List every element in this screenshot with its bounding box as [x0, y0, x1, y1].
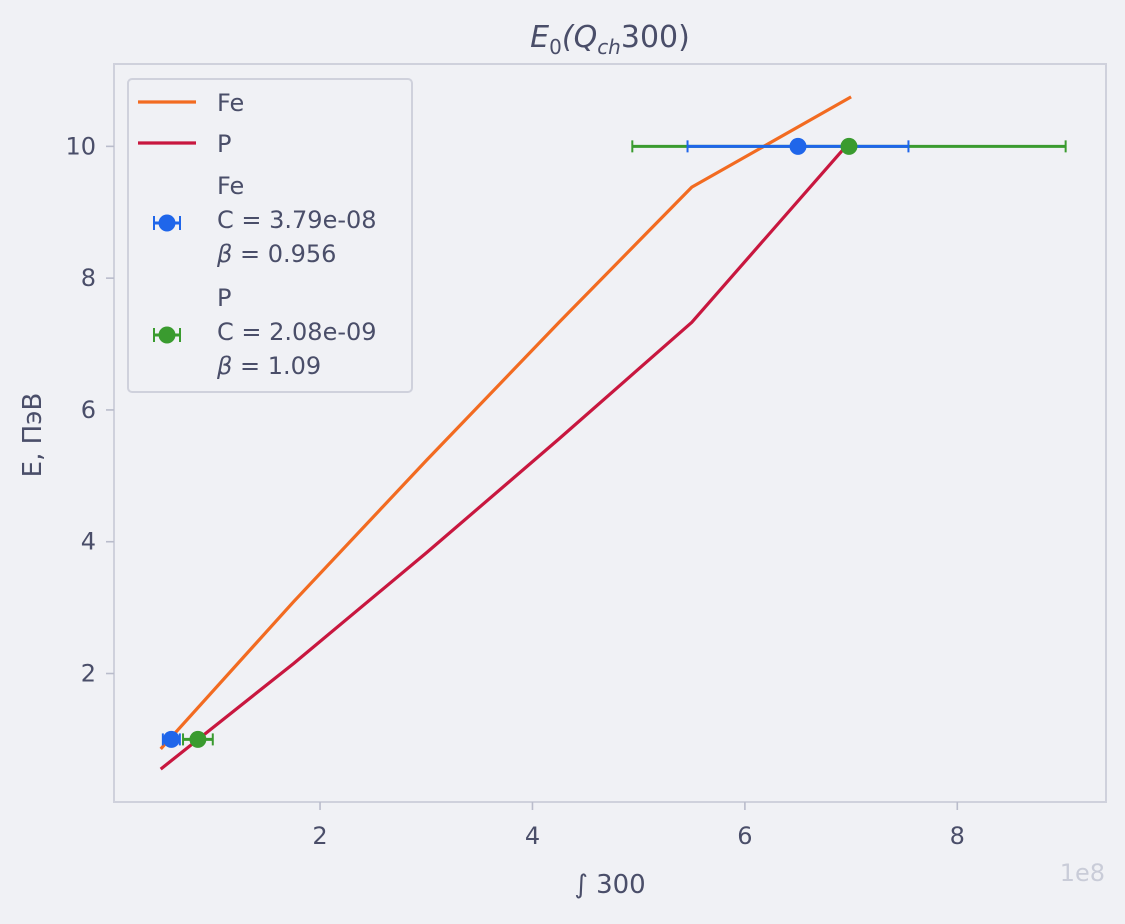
y-tick-label: 8: [81, 264, 96, 292]
x-offset-label: 1e8: [1060, 859, 1105, 887]
legend-marker-p: [158, 326, 176, 344]
legend-label-p: P: [217, 130, 231, 158]
y-tick-label: 6: [81, 396, 96, 424]
legend-marker-fe: [158, 214, 176, 232]
data-points: [161, 137, 1067, 748]
legend-point-label-fe: β = 0.956: [216, 240, 336, 268]
x-axis-ticks: 2 4 6 8: [312, 802, 965, 850]
x-tick-label: 8: [950, 822, 965, 850]
y-tick-label: 4: [81, 528, 96, 556]
fit-lines: [159, 95, 852, 771]
x-axis-label: ∫ 300: [574, 870, 645, 900]
legend-point-label-p: β = 1.09: [216, 352, 321, 380]
plot-frame: [113, 63, 1107, 803]
legend-point-label-p: P: [217, 284, 231, 312]
x-tick-label: 6: [737, 822, 752, 850]
x-tick-label: 4: [525, 822, 540, 850]
y-axis-ticks: 2 4 6 8 10: [65, 132, 114, 688]
y-axis-label: E, ПэВ: [18, 393, 48, 478]
y-tick-label: 2: [81, 660, 96, 688]
legend: Fe P Fe C = 3.79e-08 β = 0.956 P C = 2.08e-09 β…: [127, 78, 413, 393]
y-tick-label: 10: [65, 132, 96, 160]
x-tick-label: 2: [312, 822, 327, 850]
chart-title: E0(Qch300): [530, 20, 690, 59]
legend-point-label-fe: Fe: [217, 172, 244, 200]
legend-point-label-p: C = 2.08e-09: [217, 318, 377, 346]
legend-point-label-fe: C = 3.79e-08: [217, 206, 377, 234]
point-fe: [162, 730, 180, 748]
legend-box: [127, 78, 413, 393]
point-p: [189, 730, 207, 748]
point-p: [840, 137, 858, 155]
legend-label-fe: Fe: [217, 89, 244, 117]
point-fe: [789, 137, 807, 155]
fit-line-p: [159, 145, 848, 771]
fit-line-fe: [159, 95, 852, 750]
